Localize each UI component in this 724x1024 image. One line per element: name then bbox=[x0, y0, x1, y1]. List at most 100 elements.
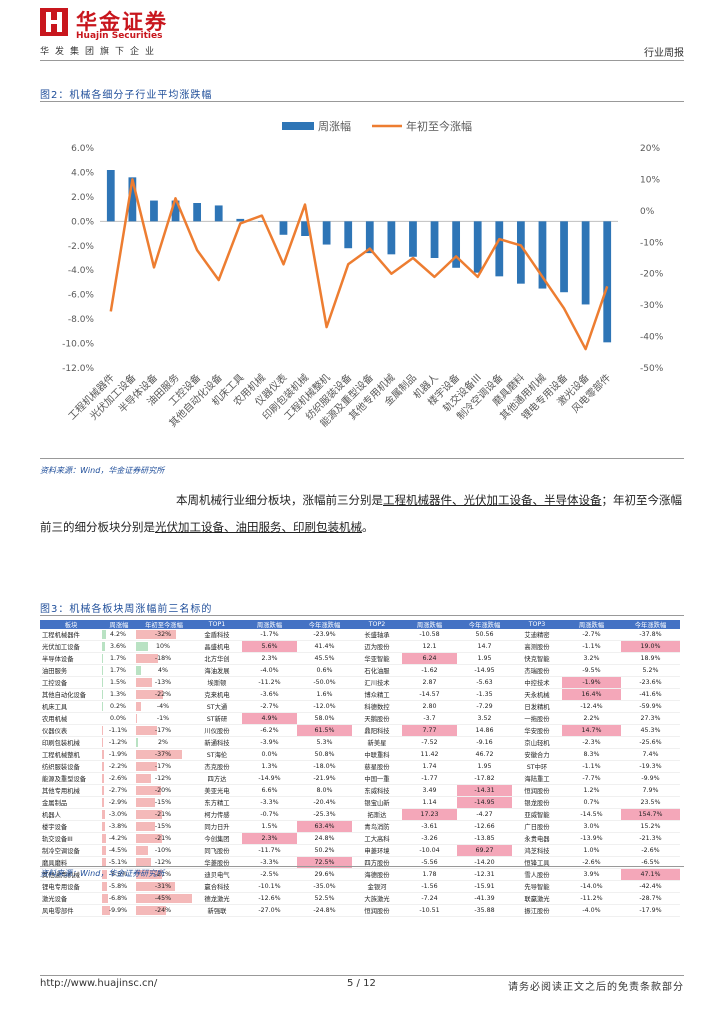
table-cell: 一拖股份 bbox=[512, 712, 562, 725]
table-cell: 19.0% bbox=[621, 640, 680, 653]
cell-value: -37% bbox=[154, 751, 172, 758]
column-header: 周涨跌幅 bbox=[562, 620, 621, 629]
table-cell: 52.5% bbox=[297, 892, 352, 905]
table-cell: 四方达 bbox=[192, 772, 242, 785]
cell-value: 1.7% bbox=[110, 655, 126, 662]
table-cell: 1.5% bbox=[102, 676, 136, 689]
cell-value: -2.7% bbox=[108, 787, 128, 794]
table-cell: -35.88 bbox=[457, 904, 512, 917]
table-cell: 8.0% bbox=[297, 784, 352, 797]
disclaimer-note: 请务必阅读正文之后的免责条款部分 bbox=[508, 982, 684, 993]
table-cell: 2.80 bbox=[402, 700, 457, 713]
table-cell: 光伏加工设备 bbox=[40, 640, 102, 653]
cell-value: -4.2% bbox=[108, 835, 128, 842]
table-row: 半导体设备 1.7% -18% 北方华创 2.3% 45.5% 华亚智能 6.24 1.95 快克… bbox=[40, 652, 680, 665]
figure3-top-rule bbox=[40, 615, 684, 616]
cell-value: -17% bbox=[154, 763, 172, 770]
cell-value: -4.5% bbox=[108, 847, 128, 854]
ytd-change-databar bbox=[136, 726, 158, 735]
table-cell: 印刷包装机械 bbox=[40, 736, 102, 749]
document-type: 行业周报 bbox=[644, 48, 684, 59]
table-cell: -42.4% bbox=[621, 880, 680, 893]
table-cell: 中联重科 bbox=[352, 748, 402, 761]
table-cell: 金银河 bbox=[352, 880, 402, 893]
table-row: 机床工具 0.2% -4% ST大通 -2.7% -12.0% 科德数控 2.80 -7.29 日… bbox=[40, 700, 680, 713]
table-cell: 47.1% bbox=[621, 868, 680, 881]
ytd-change-databar bbox=[136, 846, 149, 855]
table-cell: 4.9% bbox=[242, 712, 297, 725]
table-cell: -3.9% bbox=[242, 736, 297, 749]
table-cell: 23.5% bbox=[621, 796, 680, 809]
table-cell: -1.56 bbox=[402, 880, 457, 893]
table-cell: 机器人 bbox=[40, 808, 102, 821]
table-cell: 新通科技 bbox=[192, 736, 242, 749]
table-cell: -13% bbox=[136, 676, 192, 689]
table-cell: -2.3% bbox=[562, 736, 621, 749]
table-cell: 银龙股份 bbox=[512, 796, 562, 809]
table-cell: 2.3% bbox=[242, 832, 297, 845]
table-cell: 鼎阳科技 bbox=[352, 724, 402, 737]
cell-value: -18% bbox=[154, 655, 172, 662]
column-header: 今年涨跌幅 bbox=[297, 620, 352, 629]
table-cell: -1.35 bbox=[457, 688, 512, 701]
table-cell: 金属制品 bbox=[40, 796, 102, 809]
table-cell: 12.1 bbox=[402, 640, 457, 653]
left-tick-label: 6.0% bbox=[71, 144, 94, 154]
cell-value: -3.8% bbox=[108, 823, 128, 830]
cell-value: 0.0% bbox=[110, 715, 126, 722]
table-cell: 今创集团 bbox=[192, 832, 242, 845]
table-cell: 46.72 bbox=[457, 748, 512, 761]
right-tick-label: 0% bbox=[640, 207, 655, 217]
column-header: 板块 bbox=[40, 620, 102, 629]
right-tick-label: -30% bbox=[640, 301, 664, 311]
table-cell: 纺织服装设备 bbox=[40, 760, 102, 773]
table-cell: 1.3% bbox=[242, 760, 297, 773]
table-cell: 迪贝电气 bbox=[192, 868, 242, 881]
cell-value: -1.2% bbox=[108, 739, 128, 746]
table-cell: 1.7% bbox=[102, 652, 136, 665]
table-cell: 新强联 bbox=[192, 904, 242, 917]
ytd-change-databar bbox=[136, 870, 163, 879]
ytd-change-databar bbox=[136, 666, 141, 675]
page-number: 5 / 12 bbox=[347, 978, 376, 989]
table-cell: -5.63 bbox=[457, 676, 512, 689]
table-cell: -1.7% bbox=[242, 629, 297, 641]
figure3-bottom-rule bbox=[40, 866, 684, 867]
table-cell: 0.0% bbox=[102, 712, 136, 725]
table-cell: -41.39 bbox=[457, 892, 512, 905]
table-cell: -13.85 bbox=[457, 832, 512, 845]
cell-value: -3.0% bbox=[108, 811, 128, 818]
table-cell: -12.0% bbox=[297, 700, 352, 713]
table-row: 印刷包装机械 -1.2% 2% 新通科技 -3.9% 5.3% 新美星 -7.52 -9.16 京… bbox=[40, 736, 680, 749]
table-cell: 高测股份 bbox=[512, 640, 562, 653]
weekly-change-databar bbox=[102, 690, 104, 699]
table-cell: -45% bbox=[136, 892, 192, 905]
table-cell: -2.7% bbox=[562, 629, 621, 641]
cell-value: 4% bbox=[158, 667, 168, 674]
table-cell: -27.0% bbox=[242, 904, 297, 917]
table-cell: ST大通 bbox=[192, 700, 242, 713]
table-cell: -50.0% bbox=[297, 676, 352, 689]
table-cell: 天鹅股份 bbox=[352, 712, 402, 725]
cell-value: -31% bbox=[154, 883, 172, 890]
table-row: 纺织服装设备 -2.2% -17% 杰克股份 1.3% -18.0% 慈星股份 1.74 1.9… bbox=[40, 760, 680, 773]
table-cell: 能源及重型设备 bbox=[40, 772, 102, 785]
cell-value: -6.8% bbox=[108, 895, 128, 902]
table-cell: 磨具磨料 bbox=[40, 856, 102, 869]
table-cell: 快克智能 bbox=[512, 652, 562, 665]
table-row: 能源及重型设备 -2.6% -12% 四方达 -14.9% -21.9% 中国一重 -1.77… bbox=[40, 772, 680, 785]
weekly-change-databar bbox=[102, 738, 104, 747]
table-cell: 半导体设备 bbox=[40, 652, 102, 665]
table-cell: -12.66 bbox=[457, 820, 512, 833]
table-cell: 海陆重工 bbox=[512, 772, 562, 785]
ytd-change-line bbox=[109, 178, 609, 351]
brand-name-english: Huajin Securities bbox=[76, 31, 163, 41]
table-cell: 长盛轴承 bbox=[352, 629, 402, 641]
cell-value: -17% bbox=[154, 727, 172, 734]
table-cell: 15.2% bbox=[621, 820, 680, 833]
table-cell: 同力日升 bbox=[192, 820, 242, 833]
table-cell: 油田服务 bbox=[40, 664, 102, 677]
footer-url-link[interactable]: http://www.huajinsc.cn/ bbox=[40, 978, 158, 989]
table-cell: -4% bbox=[136, 700, 192, 713]
table-cell: -9.16 bbox=[457, 736, 512, 749]
